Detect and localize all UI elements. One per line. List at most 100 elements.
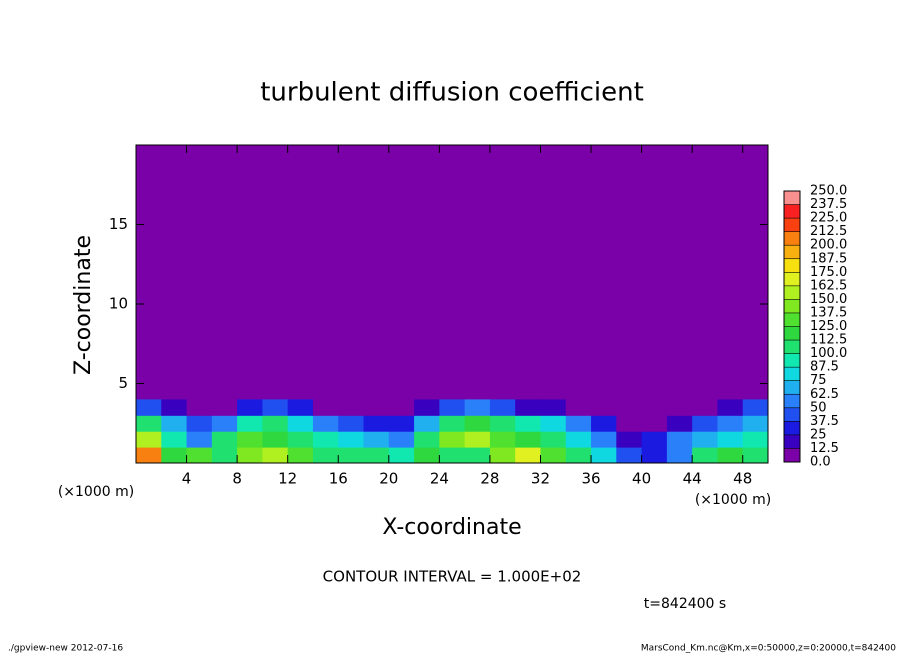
colorbar-label: 225.0 bbox=[810, 211, 847, 226]
colorbar-segment bbox=[784, 218, 800, 232]
contour-cell bbox=[363, 431, 390, 448]
contour-cell bbox=[439, 447, 466, 464]
contour-cell bbox=[363, 415, 390, 432]
contour-cell bbox=[616, 399, 643, 416]
contour-cell bbox=[641, 431, 668, 448]
x-axis-label: X-coordinate bbox=[382, 515, 521, 540]
contour-cell bbox=[136, 415, 162, 432]
x-tick-label: 4 bbox=[182, 470, 192, 488]
contour-cell bbox=[211, 431, 238, 448]
contour-cell bbox=[489, 447, 516, 464]
colorbar-label: 200.0 bbox=[810, 238, 847, 253]
colorbar-label: 62.5 bbox=[810, 387, 839, 402]
contour-cell bbox=[591, 399, 617, 416]
colorbar-label: 50 bbox=[810, 400, 827, 415]
contour-cell bbox=[136, 399, 162, 416]
contour-cell bbox=[414, 431, 440, 448]
contour-cell bbox=[287, 431, 314, 448]
contour-cell bbox=[464, 415, 491, 432]
contour-cell bbox=[312, 399, 339, 416]
colorbar-label: 12.5 bbox=[810, 441, 839, 456]
contour-cell bbox=[540, 431, 567, 448]
contour-cell bbox=[388, 447, 415, 464]
contour-cell bbox=[186, 447, 213, 464]
contour-cell bbox=[262, 399, 289, 416]
contour-cell bbox=[515, 447, 541, 464]
colorbar-segment bbox=[784, 407, 800, 422]
colorbar-segment bbox=[784, 434, 800, 449]
contour-cell bbox=[692, 431, 718, 448]
colorbar-label: 250.0 bbox=[810, 184, 847, 199]
contour-cell bbox=[287, 399, 314, 416]
contour-cell bbox=[287, 415, 314, 432]
colorbar-segment bbox=[784, 272, 800, 286]
colorbar-segment bbox=[784, 394, 800, 408]
colorbar-segment bbox=[784, 204, 800, 219]
contour-cell bbox=[515, 399, 541, 416]
contour-cell bbox=[414, 399, 440, 416]
colorbar-segment bbox=[784, 421, 800, 435]
contour-cell bbox=[161, 415, 188, 432]
colorbar-segment bbox=[784, 299, 800, 313]
contour-cell bbox=[262, 447, 289, 464]
contour-cell bbox=[312, 447, 339, 464]
contour-cell bbox=[616, 415, 643, 432]
contour-cell bbox=[136, 447, 162, 464]
contour-cell bbox=[363, 447, 390, 464]
x-tick-label: 44 bbox=[683, 470, 702, 488]
contour-cell bbox=[388, 431, 415, 448]
contour-cell bbox=[211, 415, 238, 432]
contour-cell bbox=[692, 415, 718, 432]
colorbar-segment bbox=[784, 340, 800, 354]
colorbar-label: 162.5 bbox=[810, 278, 847, 293]
contour-cell bbox=[591, 431, 617, 448]
contour-cell bbox=[717, 399, 744, 416]
contour-cell bbox=[262, 415, 289, 432]
contour-cell bbox=[136, 431, 162, 448]
contour-cell bbox=[338, 415, 365, 432]
contour-cell bbox=[237, 447, 263, 464]
contour-cell bbox=[540, 447, 567, 464]
colorbar-label: 25 bbox=[810, 427, 827, 442]
x-tick-label: 32 bbox=[531, 470, 550, 488]
contour-cell bbox=[489, 399, 516, 416]
contour-cell bbox=[515, 415, 541, 432]
contour-cell bbox=[565, 399, 592, 416]
contour-cell bbox=[742, 447, 769, 464]
colorbar-segment bbox=[784, 367, 800, 381]
colorbar-segment bbox=[784, 326, 800, 341]
contour-cell bbox=[641, 447, 668, 464]
colorbar-label: 212.5 bbox=[810, 224, 847, 239]
contour-cell bbox=[464, 431, 491, 448]
contour-cell bbox=[641, 415, 668, 432]
contour-cell bbox=[262, 431, 289, 448]
colorbar-segment bbox=[784, 191, 800, 205]
contour-cell bbox=[237, 399, 263, 416]
x-tick-label: 28 bbox=[480, 470, 499, 488]
contour-cell bbox=[565, 415, 592, 432]
contour-cell bbox=[666, 415, 693, 432]
contour-cell bbox=[312, 431, 339, 448]
colorbar-label: 237.5 bbox=[810, 197, 847, 212]
contour-cell bbox=[338, 399, 365, 416]
contour-cell bbox=[540, 399, 567, 416]
contour-cell bbox=[287, 447, 314, 464]
contour-cell bbox=[338, 447, 365, 464]
contour-cell bbox=[186, 399, 213, 416]
x-tick-label: 48 bbox=[733, 470, 752, 488]
contour-cell bbox=[591, 447, 617, 464]
contour-cell bbox=[338, 431, 365, 448]
x-tick-label: 40 bbox=[632, 470, 651, 488]
colorbar-label: 187.5 bbox=[810, 251, 847, 266]
contour-cell bbox=[186, 415, 213, 432]
contour-cell bbox=[237, 431, 263, 448]
colorbar-label: 0.0 bbox=[810, 455, 831, 470]
contour-cell bbox=[742, 431, 769, 448]
contour-cell bbox=[237, 415, 263, 432]
contour-cell bbox=[692, 447, 718, 464]
colorbar-segment bbox=[784, 448, 800, 462]
colorbar-label: 87.5 bbox=[810, 360, 839, 375]
contour-cell bbox=[211, 447, 238, 464]
time-label: t=842400 s bbox=[644, 596, 726, 612]
